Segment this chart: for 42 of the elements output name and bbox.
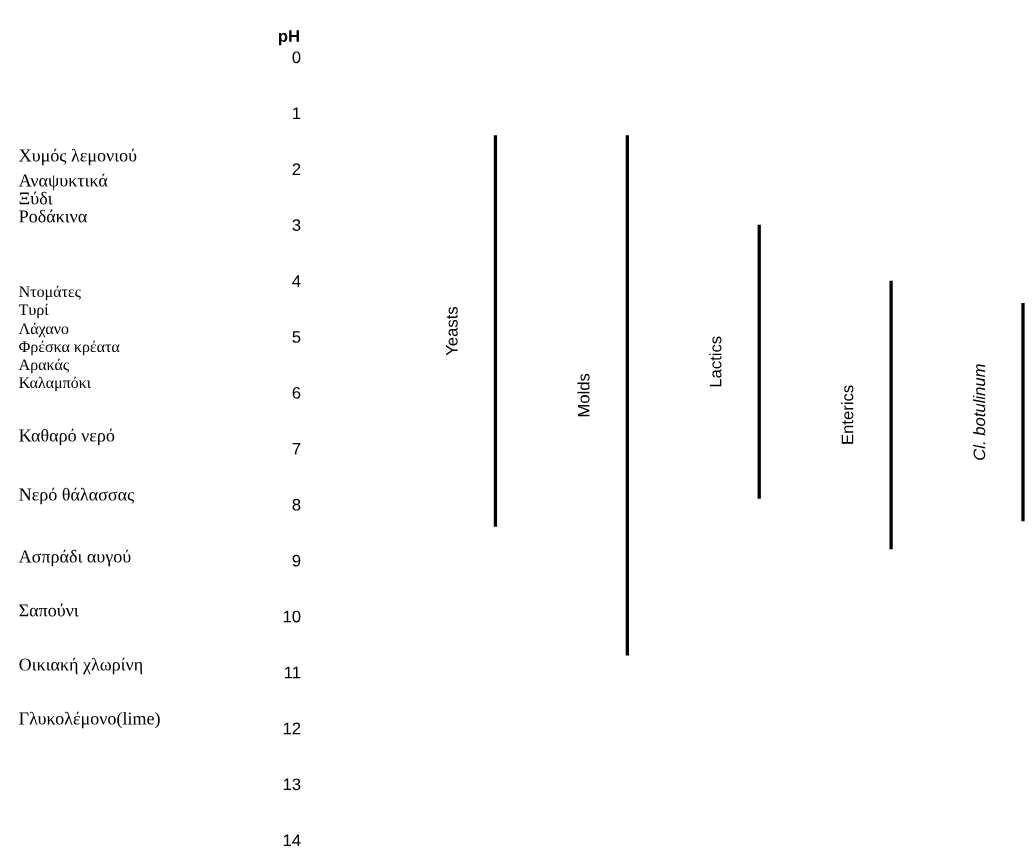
y-tick-label: 0 [292, 51, 301, 64]
bar [493, 135, 498, 527]
bar [625, 135, 629, 656]
bar [1021, 303, 1025, 522]
x-tick-label: Lactics [709, 336, 722, 387]
text: Νερό θάλασσας [19, 487, 135, 505]
text: Ασπράδι αυγού [18, 549, 131, 567]
text: Ξύδι [19, 191, 53, 205]
bar [757, 224, 761, 499]
y-tick-label: 4 [292, 275, 301, 287]
y-tick-label: 12 [283, 722, 301, 735]
y-tick-label: 9 [292, 554, 301, 567]
text: Ντομάτες [19, 285, 81, 301]
y-tick-label: 14 [283, 834, 301, 846]
y-tick-label: 5 [292, 331, 301, 343]
text: Οικιακή χλωρίνη [19, 657, 143, 675]
text: Καθαρό νερό [19, 428, 115, 446]
text: Λάχανο [18, 322, 69, 338]
text: Φρέσκα κρέατα [19, 340, 120, 356]
text: Αρακάς [18, 358, 69, 374]
x-tick-label: Yeasts [446, 306, 458, 356]
y-tick-label: 3 [292, 219, 301, 231]
y-tick-label: 13 [283, 778, 301, 791]
y-tick-label: 2 [292, 163, 301, 175]
x-tick-label: Molds [577, 373, 590, 417]
text: Τυρί [18, 303, 49, 319]
y-tick-label: 8 [292, 498, 301, 511]
y-tick-label: 10 [283, 610, 301, 623]
y-tick-label: 7 [292, 443, 301, 455]
y-tick-label: 6 [292, 386, 301, 399]
x-tick-label: Cl. botulinum [973, 364, 986, 460]
text: Ροδάκινα [19, 209, 87, 223]
text: Χυμός λεμονιού [19, 148, 137, 166]
text: Σαπούνι [19, 603, 79, 617]
y-tick-label: 11 [285, 666, 301, 679]
text: Καλαμπόκι [19, 376, 91, 392]
y-axis-title: pH [278, 30, 299, 46]
bar [889, 280, 893, 550]
x-tick-label: Enterics [841, 385, 854, 444]
text: Αναψυκτικά [18, 173, 108, 191]
y-tick-label: 1 [293, 107, 301, 119]
text: Γλυκολέμονο(lime) [19, 711, 160, 729]
